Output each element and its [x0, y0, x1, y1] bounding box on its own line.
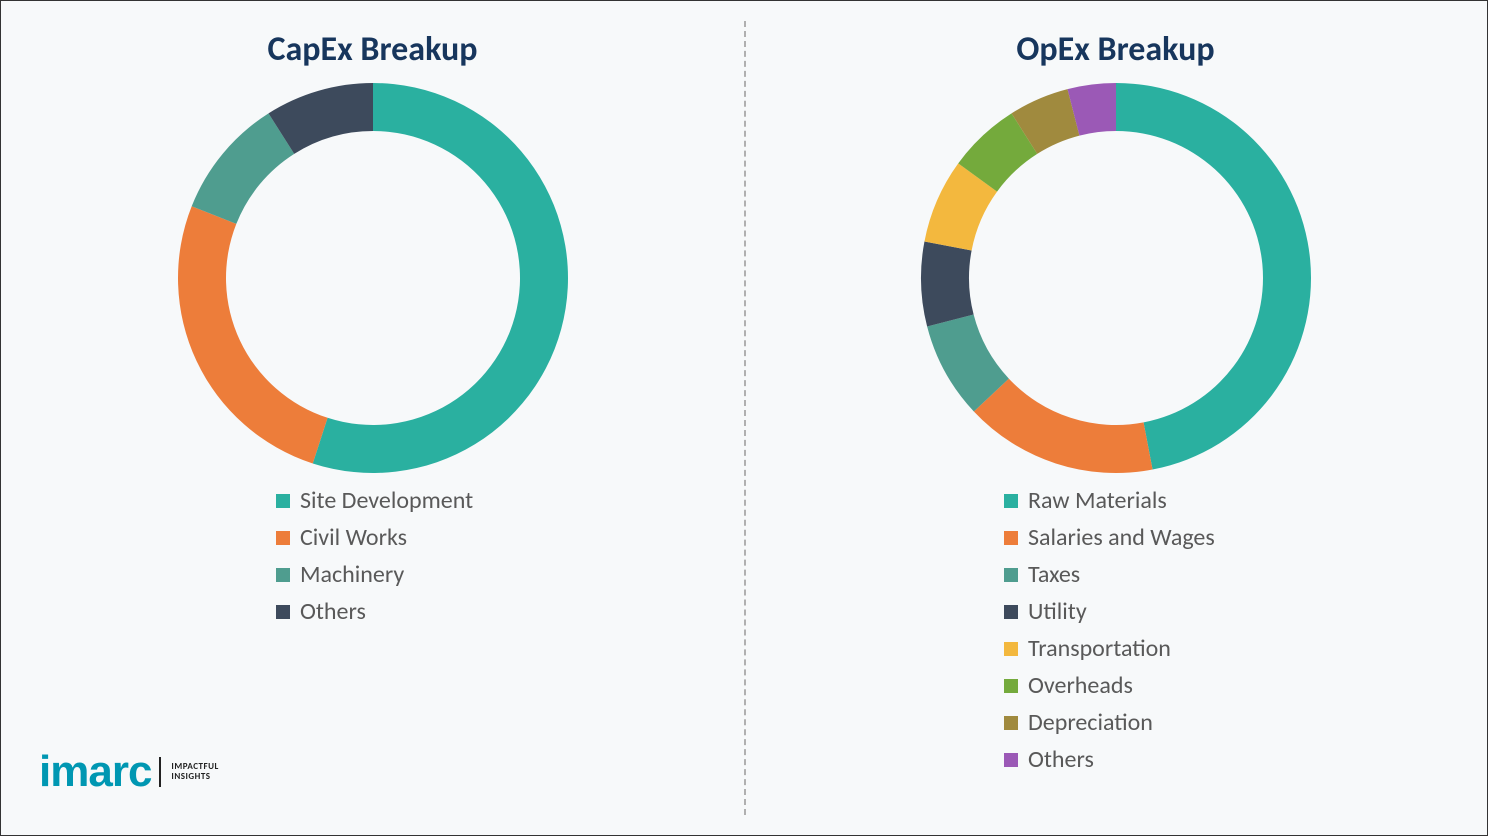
legend-label: Machinery: [300, 560, 404, 589]
legend-swatch: [1004, 753, 1018, 767]
donut-slice: [921, 241, 974, 326]
legend-item: Taxes: [1004, 560, 1215, 589]
legend-item: Depreciation: [1004, 708, 1215, 737]
brand-logo: imarc IMPACTFUL INSIGHTS: [39, 747, 219, 797]
legend-swatch: [276, 568, 290, 582]
donut-slice: [177, 206, 327, 463]
capex-panel: CapEx Breakup Site Development Civil Work…: [1, 1, 744, 835]
capex-title: CapEx Breakup: [268, 29, 478, 70]
legend-swatch: [1004, 568, 1018, 582]
legend-label: Taxes: [1028, 560, 1080, 589]
logo-wordmark: imarc: [39, 747, 151, 797]
legend-item: Civil Works: [276, 523, 473, 552]
legend-item: Others: [1004, 745, 1215, 774]
opex-legend: Raw Materials Salaries and Wages Taxes Util…: [1004, 486, 1215, 774]
legend-item: Others: [276, 597, 473, 626]
legend-swatch: [1004, 531, 1018, 545]
opex-donut: [916, 78, 1316, 478]
legend-swatch: [1004, 642, 1018, 656]
panel-divider: [744, 21, 746, 815]
legend-item: Overheads: [1004, 671, 1215, 700]
legend-item: Transportation: [1004, 634, 1215, 663]
legend-label: Transportation: [1028, 634, 1171, 663]
legend-label: Site Development: [300, 486, 473, 515]
legend-swatch: [1004, 716, 1018, 730]
logo-separator: [159, 757, 161, 787]
opex-title: OpEx Breakup: [1016, 29, 1214, 70]
legend-item: Site Development: [276, 486, 473, 515]
capex-legend: Site Development Civil Works Machinery Othe…: [276, 486, 473, 626]
legend-item: Machinery: [276, 560, 473, 589]
legend-swatch: [1004, 605, 1018, 619]
legend-label: Others: [300, 597, 366, 626]
legend-item: Utility: [1004, 597, 1215, 626]
legend-label: Overheads: [1028, 671, 1133, 700]
donut-slice: [191, 113, 294, 224]
opex-panel: OpEx Breakup Raw Materials Salaries and W…: [744, 1, 1487, 835]
legend-swatch: [1004, 494, 1018, 508]
legend-label: Civil Works: [300, 523, 407, 552]
capex-donut: [173, 78, 573, 478]
legend-item: Salaries and Wages: [1004, 523, 1215, 552]
donut-slice: [1116, 83, 1311, 470]
legend-item: Raw Materials: [1004, 486, 1215, 515]
donut-slice: [312, 83, 567, 473]
legend-label: Depreciation: [1028, 708, 1153, 737]
legend-swatch: [1004, 679, 1018, 693]
legend-label: Utility: [1028, 597, 1087, 626]
logo-tagline: IMPACTFUL INSIGHTS: [171, 762, 218, 782]
chart-container: CapEx Breakup Site Development Civil Work…: [1, 1, 1487, 835]
legend-swatch: [276, 494, 290, 508]
legend-label: Others: [1028, 745, 1094, 774]
donut-slice: [973, 379, 1152, 473]
legend-swatch: [276, 531, 290, 545]
legend-label: Raw Materials: [1028, 486, 1167, 515]
legend-swatch: [276, 605, 290, 619]
legend-label: Salaries and Wages: [1028, 523, 1215, 552]
logo-tagline-line2: INSIGHTS: [171, 772, 218, 782]
